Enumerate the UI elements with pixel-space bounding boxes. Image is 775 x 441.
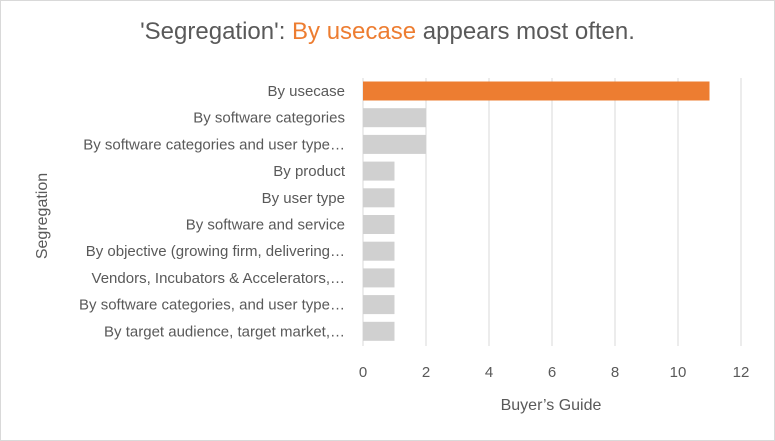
y-axis-title: Segregation [34, 173, 51, 259]
bar [363, 108, 426, 128]
x-tick-labels: 0 2 4 6 8 10 12 [359, 364, 750, 381]
category-label: By software categories and user type… [83, 136, 345, 153]
category-label: Vendors, Incubators & Accelerators,… [92, 270, 345, 287]
category-label: By objective (growing firm, delivering… [86, 243, 345, 260]
x-tick-label: 0 [359, 364, 367, 381]
bar [363, 81, 710, 101]
x-tick-label: 8 [611, 364, 619, 381]
bar [363, 321, 395, 341]
bar [363, 295, 395, 315]
x-tick-label: 6 [548, 364, 556, 381]
category-label: By software categories, and user type… [79, 297, 345, 314]
chart-title: 'Segregation': By usecase appears most o… [0, 18, 775, 46]
bar [363, 241, 395, 261]
bar [363, 188, 395, 208]
category-label: By target audience, target market,… [104, 323, 345, 340]
category-label: By software categories [193, 110, 345, 127]
bar [363, 134, 426, 154]
category-label: By product [273, 163, 346, 180]
category-label: By user type [262, 190, 345, 207]
title-suffix: appears most often. [416, 18, 635, 45]
bar [363, 215, 395, 234]
category-label: By usecase [267, 83, 345, 100]
title-prefix: 'Segregation': [140, 18, 293, 45]
bar [363, 161, 395, 181]
bars [363, 81, 710, 341]
category-label: By software and service [186, 217, 345, 234]
category-labels: By usecase By software categories By softw… [79, 83, 346, 340]
x-tick-label: 2 [422, 364, 430, 381]
title-highlight: By usecase [292, 18, 417, 45]
x-axis-title: Buyer’s Guide [501, 397, 602, 414]
x-tick-label: 10 [670, 364, 687, 381]
x-tick-label: 4 [485, 364, 493, 381]
x-tick-label: 12 [733, 364, 750, 381]
bar [363, 268, 395, 288]
